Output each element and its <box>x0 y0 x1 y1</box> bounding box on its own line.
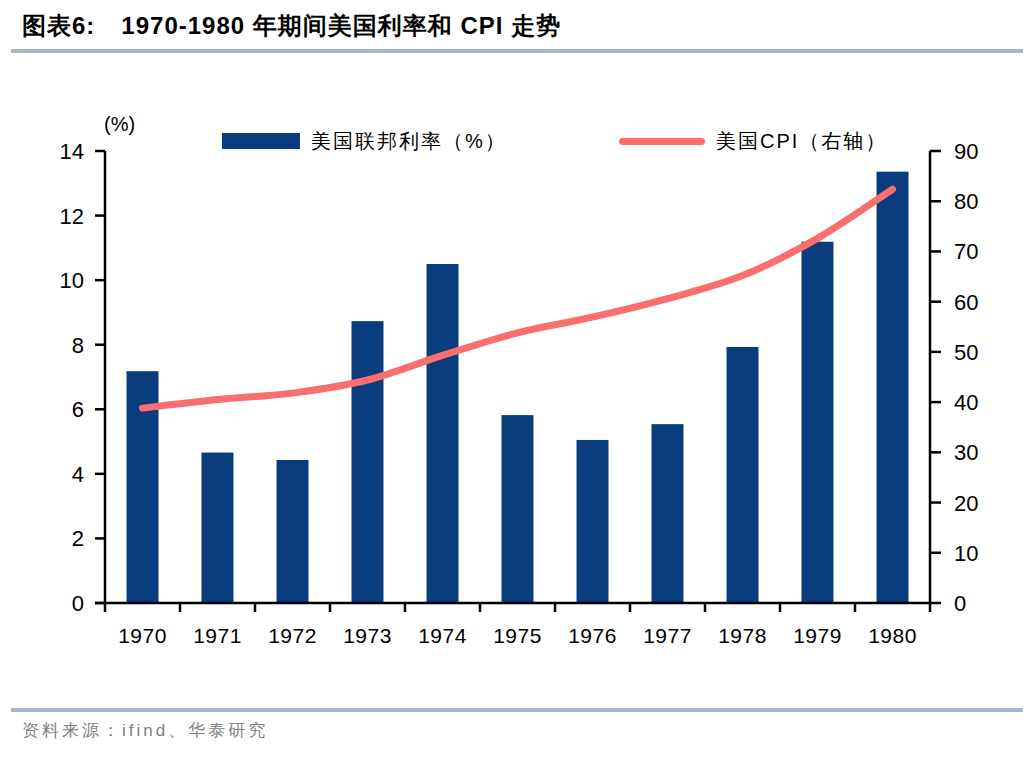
bar-1974 <box>427 264 459 603</box>
left-tick-label: 8 <box>72 333 84 358</box>
right-tick-label: 60 <box>954 290 978 315</box>
bar-1973 <box>352 321 384 603</box>
bar-1972 <box>277 460 309 603</box>
source-note: 资料来源：ifind、华泰研究 <box>22 719 268 742</box>
x-label-1974: 1974 <box>418 624 467 647</box>
x-label-1979: 1979 <box>793 624 842 647</box>
right-tick-label: 30 <box>954 440 978 465</box>
left-tick-label: 10 <box>60 268 84 293</box>
right-tick-label: 10 <box>954 541 978 566</box>
right-tick-label: 20 <box>954 491 978 516</box>
x-label-1976: 1976 <box>568 624 617 647</box>
right-tick-label: 90 <box>954 139 978 164</box>
right-tick-label: 50 <box>954 340 978 365</box>
x-label-1971: 1971 <box>193 624 242 647</box>
left-tick-label: 14 <box>60 139 84 164</box>
right-tick-label: 40 <box>954 390 978 415</box>
left-tick-label: 0 <box>72 591 84 616</box>
left-tick-label: 6 <box>72 397 84 422</box>
bar-1971 <box>202 453 234 603</box>
footer-divider <box>11 708 1023 712</box>
report-page: 图表6:1970-1980 年期间美国利率和 CPI 走势 (%) 美国联邦利率… <box>0 0 1036 760</box>
x-label-1973: 1973 <box>343 624 392 647</box>
x-label-1975: 1975 <box>493 624 542 647</box>
cpi-line <box>143 189 893 408</box>
left-tick-label: 2 <box>72 526 84 551</box>
x-label-1970: 1970 <box>118 624 167 647</box>
bar-1979 <box>802 242 834 603</box>
bar-1980 <box>877 172 909 603</box>
right-tick-label: 80 <box>954 189 978 214</box>
bar-1977 <box>652 424 684 603</box>
bar-1975 <box>502 415 534 603</box>
x-label-1977: 1977 <box>643 624 692 647</box>
x-label-1972: 1972 <box>268 624 317 647</box>
left-tick-label: 12 <box>60 204 84 229</box>
right-tick-label: 70 <box>954 239 978 264</box>
left-tick-label: 4 <box>72 462 84 487</box>
bar-1976 <box>577 440 609 603</box>
right-tick-label: 0 <box>954 591 966 616</box>
bar-1978 <box>727 347 759 603</box>
x-label-1980: 1980 <box>868 624 917 647</box>
x-label-1978: 1978 <box>718 624 767 647</box>
chart-canvas: 0 2 4 6 8 10 12 14 0 10 20 30 40 50 60 70 80 90 1970 1971 19… <box>0 0 1036 700</box>
